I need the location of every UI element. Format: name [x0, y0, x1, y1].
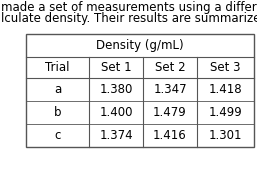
Text: b: b — [54, 106, 61, 119]
Text: Set 2: Set 2 — [155, 61, 185, 74]
Text: Set 1: Set 1 — [101, 61, 131, 74]
Text: 1.301: 1.301 — [209, 129, 242, 142]
Text: 1.380: 1.380 — [99, 83, 133, 96]
Text: 1.479: 1.479 — [153, 106, 187, 119]
Text: 1.416: 1.416 — [153, 129, 187, 142]
Text: lculate density. Their results are summarize: lculate density. Their results are summa… — [1, 12, 257, 25]
Text: 1.499: 1.499 — [209, 106, 242, 119]
Text: 1.374: 1.374 — [99, 129, 133, 142]
Text: 1.347: 1.347 — [153, 83, 187, 96]
Text: 1.418: 1.418 — [209, 83, 242, 96]
Bar — [26, 34, 254, 147]
Text: Set 3: Set 3 — [210, 61, 241, 74]
Text: Density (g/mL): Density (g/mL) — [96, 39, 184, 52]
Text: Trial: Trial — [45, 61, 70, 74]
Text: a: a — [54, 83, 61, 96]
Text: c: c — [54, 129, 61, 142]
Text: made a set of measurements using a differe: made a set of measurements using a diffe… — [1, 1, 257, 14]
Text: 1.400: 1.400 — [99, 106, 133, 119]
